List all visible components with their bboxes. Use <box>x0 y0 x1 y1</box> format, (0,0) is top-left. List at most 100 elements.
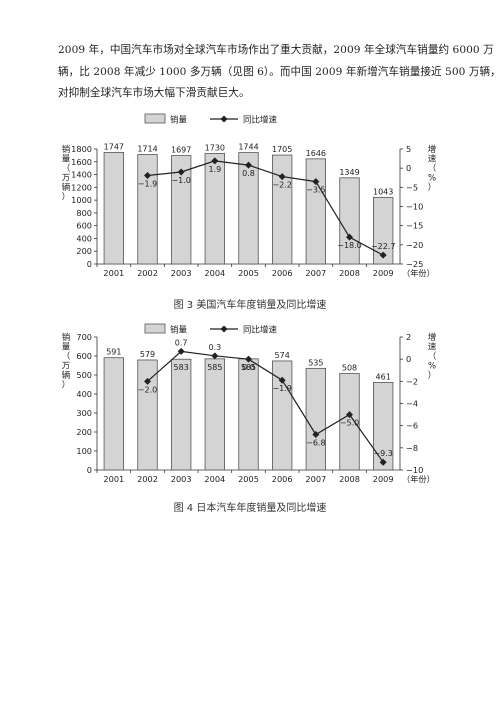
growth-rate-point <box>379 251 387 259</box>
left-tick-label: 1200 <box>71 182 92 192</box>
left-tick-label: 500 <box>76 370 92 380</box>
left-tick-label: 1000 <box>71 195 92 205</box>
bar-value-label: 574 <box>275 351 290 360</box>
legend-label: 同比增速 <box>243 115 278 126</box>
growth-rate-point <box>144 377 151 385</box>
bar-value-label: 579 <box>140 350 155 359</box>
x-tick-label: 2008 <box>339 268 360 278</box>
us-chart-caption: 图 3 美国汽车年度销量及同比增速 <box>173 300 327 311</box>
bar-value-label: 461 <box>376 372 391 381</box>
left-axis-title-char: 量 <box>62 343 71 353</box>
x-tick-label: 2002 <box>137 474 158 484</box>
paragraph-line: 辆，比 2008 年减少 1000 多万辆（见图 6）。而中国 2009 年新增… <box>58 65 500 78</box>
right-tick-label: −5 <box>406 182 418 192</box>
left-axis-title-char: 辆 <box>62 370 71 381</box>
sales-bar <box>373 382 394 471</box>
bar-value-label: 1043 <box>373 187 393 196</box>
x-tick-label: 2006 <box>272 474 293 484</box>
paragraph-line: 2009 年，中国汽车市场对全球汽车市场作出了重大贡献，2009 年全球汽车销量… <box>58 44 494 56</box>
bar-value-label: 508 <box>342 363 357 372</box>
right-axis-title-char: 增 <box>428 144 437 155</box>
x-tick-label: 2001 <box>103 268 124 278</box>
right-axis-title-char: 速 <box>428 343 437 353</box>
x-tick-label: 2005 <box>238 268 259 278</box>
growth-rate-label: 0.3 <box>208 343 221 352</box>
x-tick-label: 2007 <box>305 474 326 484</box>
x-tick-label: 2009 <box>373 474 394 484</box>
growth-rate-point <box>144 171 151 179</box>
x-tick-label: 2007 <box>305 268 326 278</box>
us-sales-chart-svg: 销量 同比增速销量（万辆）增速（%）02004006008001000120014… <box>62 113 437 278</box>
left-tick-label: 100 <box>76 446 92 456</box>
growth-rate-point <box>177 347 185 355</box>
left-tick-label: 200 <box>76 427 92 437</box>
right-axis-title-char: % <box>428 362 436 372</box>
japan-chart-caption: 图 4 日本汽车年度销量及同比增速 <box>173 503 327 514</box>
growth-rate-label: −1.0 <box>171 176 190 185</box>
legend-label: 销量 <box>170 325 188 336</box>
x-tick-label: 2005 <box>238 474 259 484</box>
growth-rate-label: −22.7 <box>371 242 396 251</box>
left-axis-title-char: ） <box>62 192 71 203</box>
left-tick-label: 200 <box>76 246 92 256</box>
growth-rate-label: −5.0 <box>340 419 359 428</box>
bar-value-label: 585 <box>207 363 222 372</box>
growth-rate-point <box>346 411 353 419</box>
growth-rate-point <box>312 431 320 439</box>
right-tick-label: −8 <box>406 443 418 453</box>
left-tick-label: 800 <box>76 208 92 218</box>
x-tick-label: 2008 <box>339 474 360 484</box>
left-tick-label: 300 <box>76 408 92 418</box>
growth-rate-point <box>245 355 252 363</box>
left-tick-label: 600 <box>76 351 92 361</box>
left-axis-title-char: 量 <box>62 155 71 165</box>
x-tick-label: 2001 <box>103 474 124 484</box>
growth-rate-point <box>245 161 252 169</box>
sales-bar <box>339 373 360 471</box>
right-axis-title-char: ） <box>428 182 437 193</box>
growth-rate-point <box>177 168 185 176</box>
right-axis-title-char: 速 <box>428 155 437 165</box>
growth-rate-point <box>211 157 219 165</box>
right-tick-label: −4 <box>406 399 418 409</box>
left-tick-label: 1400 <box>71 170 92 180</box>
growth-rate-label: 0.8 <box>242 169 255 178</box>
right-tick-label: 0 <box>406 354 411 364</box>
legend-line-marker <box>220 115 228 123</box>
sales-bar <box>339 177 360 265</box>
left-axis-title-char: 销 <box>62 144 71 155</box>
left-tick-label: 1600 <box>71 157 92 167</box>
bar-value-label: 1744 <box>238 143 258 152</box>
right-tick-label: −6 <box>406 421 418 431</box>
right-tick-label: −10 <box>406 202 423 212</box>
sales-bar <box>103 357 124 471</box>
right-tick-label: 2 <box>406 332 411 342</box>
sales-bar <box>272 154 293 265</box>
us-sales-chart: 销量 同比增速销量（万辆）增速（%） 0 200 400 600 800 1000 1200 14… <box>0 112 500 292</box>
x-tick-label: 2009 <box>373 268 394 278</box>
bar-value-label: 591 <box>106 348 121 357</box>
sales-bar <box>238 358 259 471</box>
growth-rate-point <box>278 376 286 384</box>
growth-rate-label: −3.5 <box>306 186 325 195</box>
growth-rate-label: −1.9 <box>272 384 291 393</box>
body-paragraph: 2009 年，中国汽车市场对全球汽车市场作出了重大贡献，2009 年全球汽车销量… <box>58 40 500 105</box>
x-tick-label: 2002 <box>137 268 158 278</box>
growth-rate-point <box>278 173 286 181</box>
left-axis-title-char: 辆 <box>62 182 71 193</box>
growth-rate-line <box>147 160 384 256</box>
right-axis-title-char: % <box>428 174 436 184</box>
sales-bar <box>137 359 158 471</box>
right-tick-label: 5 <box>406 144 411 154</box>
left-axis-title-char: 销 <box>62 332 71 343</box>
left-axis-title-char: ） <box>62 380 71 391</box>
left-axis-title-char: 万 <box>62 362 71 372</box>
left-axis-title-char: （ <box>62 351 71 362</box>
growth-rate-point <box>312 178 320 186</box>
bar-value-label: 1697 <box>171 146 191 155</box>
sales-bar <box>171 155 192 265</box>
bar-value-label: 1705 <box>272 145 292 154</box>
right-axis-title-char: （ <box>428 163 437 174</box>
japan-sales-chart: 销量 同比增速销量（万辆）增速（%） 0 100 200 300 400 500 600 700 2… <box>0 322 500 490</box>
